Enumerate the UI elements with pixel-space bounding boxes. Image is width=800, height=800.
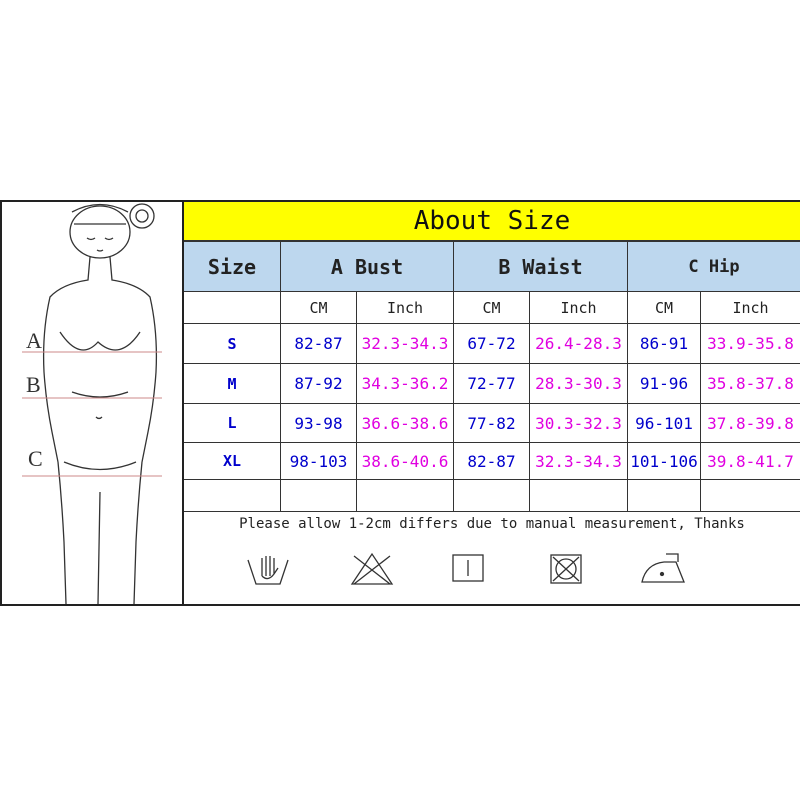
cm-cell: 82-87 (281, 324, 357, 364)
size-cell: L (184, 404, 281, 443)
measurement-note: Please allow 1-2cm differs due to manual… (239, 516, 745, 532)
cm-cell: 101-106 (628, 443, 701, 480)
inch-cell: 32.3-34.3 (530, 443, 628, 480)
label-b: B (26, 372, 41, 397)
table-row: L 93-98 36.6-38.6 77-82 30.3-32.3 96-101 37.8-… (184, 404, 800, 443)
unit-inch: Inch (701, 292, 800, 324)
size-cell: S (184, 324, 281, 364)
unit-cm: CM (454, 292, 530, 324)
size-cell: M (184, 364, 281, 404)
cm-cell: 67-72 (454, 324, 530, 364)
line-dry-icon (452, 554, 484, 582)
table-title: About Size (184, 202, 800, 242)
body-figure: A B C (2, 202, 184, 605)
header-size: Size (184, 242, 281, 292)
empty-cell (184, 480, 281, 512)
unit-blank (184, 292, 281, 324)
empty-row (184, 480, 800, 512)
empty-cell (628, 480, 701, 512)
inch-cell: 37.8-39.8 (701, 404, 800, 443)
header-waist: B Waist (454, 242, 628, 292)
table-row: XL 98-103 38.6-40.6 82-87 32.3-34.3 101-106 39… (184, 443, 800, 480)
iron-low-icon (641, 553, 685, 583)
inch-cell: 33.9-35.8 (701, 324, 800, 364)
cm-cell: 93-98 (281, 404, 357, 443)
header-hip: C Hip (628, 242, 800, 292)
label-a: A (26, 328, 42, 353)
inch-cell: 36.6-38.6 (357, 404, 454, 443)
inch-cell: 39.8-41.7 (701, 443, 800, 480)
cm-cell: 98-103 (281, 443, 357, 480)
inch-cell: 26.4-28.3 (530, 324, 628, 364)
inch-cell: 34.3-36.2 (357, 364, 454, 404)
care-icons (184, 552, 800, 592)
do-not-bleach-icon (350, 552, 394, 585)
do-not-tumble-dry-icon (550, 554, 582, 584)
header-bust: A Bust (281, 242, 454, 292)
unit-inch: Inch (530, 292, 628, 324)
cm-cell: 72-77 (454, 364, 530, 404)
inch-cell: 35.8-37.8 (701, 364, 800, 404)
cm-cell: 87-92 (281, 364, 357, 404)
size-chart: A B C About Size Size A Bust B Waist C H… (0, 200, 800, 606)
hand-wash-icon (247, 556, 289, 585)
cm-cell: 91-96 (628, 364, 701, 404)
label-c: C (28, 446, 43, 471)
cm-cell: 96-101 (628, 404, 701, 443)
size-cell: XL (184, 443, 281, 480)
unit-cm: CM (281, 292, 357, 324)
table-row: M 87-92 34.3-36.2 72-77 28.3-30.3 91-96 35.8-3… (184, 364, 800, 404)
empty-cell (530, 480, 628, 512)
empty-cell (281, 480, 357, 512)
table-row: S 82-87 32.3-34.3 67-72 26.4-28.3 86-91 33.9-3… (184, 324, 800, 364)
cm-cell: 82-87 (454, 443, 530, 480)
cm-cell: 86-91 (628, 324, 701, 364)
unit-row: CM Inch CM Inch CM Inch (184, 292, 800, 324)
empty-cell (454, 480, 530, 512)
unit-cm: CM (628, 292, 701, 324)
inch-cell: 28.3-30.3 (530, 364, 628, 404)
unit-inch: Inch (357, 292, 454, 324)
inch-cell: 30.3-32.3 (530, 404, 628, 443)
inch-cell: 38.6-40.6 (357, 443, 454, 480)
cm-cell: 77-82 (454, 404, 530, 443)
empty-cell (701, 480, 800, 512)
inch-cell: 32.3-34.3 (357, 324, 454, 364)
empty-cell (357, 480, 454, 512)
